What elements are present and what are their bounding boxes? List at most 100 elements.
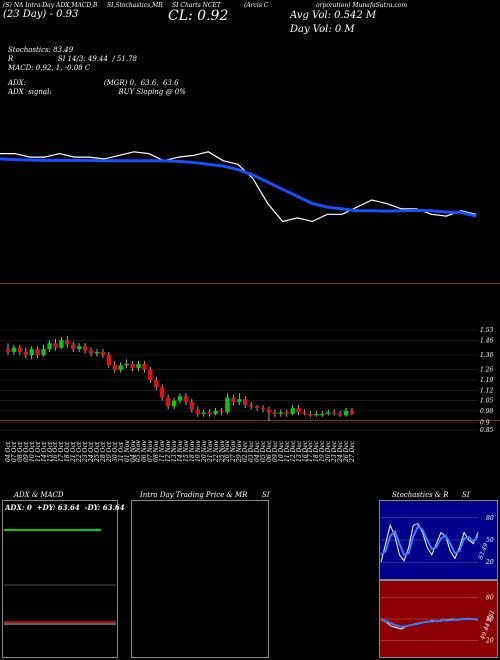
price-tick-label: 1.46 bbox=[480, 337, 494, 344]
candle-up bbox=[47, 343, 52, 350]
price-axis: 1.53 1.46 1.36 1.26 1.19 1.12 1.05 0.98 0.90.85 bbox=[480, 327, 494, 434]
overview-average-line bbox=[0, 157, 477, 218]
stochastics-k-line bbox=[380, 523, 479, 563]
title-left: (S) NA Intra-Day ADX,MACD,B bbox=[3, 2, 98, 9]
title-right2: orporation) MunafaSutra.com bbox=[316, 2, 408, 9]
candle-down bbox=[332, 412, 337, 414]
day-volume: Day Vol: 0 M bbox=[290, 24, 355, 35]
stoch-panel-title2: SI bbox=[462, 491, 470, 499]
price-gridlines bbox=[0, 329, 478, 431]
candle-up bbox=[94, 352, 100, 354]
candle-up bbox=[343, 410, 349, 416]
candle-down bbox=[296, 407, 301, 413]
candle-up bbox=[124, 363, 129, 366]
date-left: (23 Day) - 0.93 bbox=[3, 9, 79, 20]
price-tick-label: 1.26 bbox=[480, 367, 494, 374]
adx-panel: ADX: 0 +DY: 63.64 -DY: 63.64 bbox=[2, 500, 125, 658]
candle-down bbox=[53, 343, 58, 348]
divider-mid bbox=[0, 420, 500, 421]
candle-up bbox=[326, 412, 331, 414]
candle-down bbox=[243, 399, 248, 405]
candle-down bbox=[195, 409, 200, 414]
stochastics-value: Stochastics: 83.49 bbox=[8, 46, 74, 54]
price-tick-label: 0.98 bbox=[480, 408, 494, 415]
candle-up bbox=[201, 412, 206, 414]
rsi-tick-label: 20 bbox=[485, 638, 494, 645]
price-tick-label: 1.53 bbox=[480, 327, 494, 334]
candlestick-chart bbox=[5, 335, 355, 422]
candle-down bbox=[337, 413, 343, 416]
candle-up bbox=[29, 349, 34, 355]
rsi-value: R SI 14/3: 49.44 / 51.78 bbox=[8, 55, 137, 63]
candle-down bbox=[142, 363, 147, 370]
candle-down bbox=[82, 346, 88, 351]
adx-value: ADX: (MGR) 0, 63.6, 63.6 bbox=[8, 79, 179, 87]
close-label: CL: 0.92 bbox=[168, 8, 229, 24]
title-right: (Arcis C bbox=[244, 2, 269, 9]
candle-down bbox=[165, 397, 171, 407]
candle-down bbox=[266, 409, 272, 413]
candle-down bbox=[130, 363, 135, 369]
candle-down bbox=[160, 387, 165, 398]
price-tick-label: 1.12 bbox=[480, 387, 494, 394]
avg-volume: Avg Vol: 0.542 M bbox=[290, 10, 377, 21]
candle-down bbox=[35, 349, 40, 355]
candle-up bbox=[213, 410, 218, 414]
candle-down bbox=[189, 402, 195, 410]
candle-down bbox=[231, 397, 236, 403]
rsi-average-line bbox=[380, 618, 479, 628]
candle-down bbox=[100, 352, 106, 355]
overview-price-line bbox=[0, 151, 477, 223]
candle-down bbox=[112, 365, 117, 370]
overview-chart bbox=[0, 151, 477, 223]
candle-down bbox=[71, 344, 76, 350]
candle-down bbox=[154, 380, 159, 388]
rsi-tick-label: 50 bbox=[486, 616, 494, 623]
price-tick-label: 0.9 bbox=[480, 420, 490, 427]
candle-down bbox=[260, 407, 266, 410]
macd-value: MACD: 0.92, 1, -0.08 C bbox=[8, 64, 91, 72]
intra-panel-title: Intra Day Trading Price & MR bbox=[140, 491, 248, 499]
candle-down bbox=[284, 412, 289, 414]
candle-down bbox=[349, 410, 355, 414]
candle-up bbox=[171, 400, 177, 407]
candle-up bbox=[118, 365, 123, 370]
candle-down bbox=[272, 412, 278, 414]
stochastics-tick-label: 20 bbox=[485, 559, 494, 566]
candle-down bbox=[207, 412, 212, 414]
candle-up bbox=[59, 340, 64, 348]
candle-up bbox=[76, 346, 82, 350]
title-mid: SI,Stochastics,MR bbox=[107, 2, 163, 9]
stochastics-tick-label: 80 bbox=[486, 515, 494, 522]
candle-up bbox=[278, 412, 284, 414]
candle-down bbox=[219, 410, 224, 413]
candle-down bbox=[5, 349, 11, 353]
intraday-panel bbox=[131, 500, 269, 658]
candle-up bbox=[11, 347, 17, 353]
stochastics-side-label: 83.49 bbox=[477, 542, 490, 561]
candle-down bbox=[248, 405, 254, 407]
candle-down bbox=[17, 347, 23, 353]
stochastics-tick-label: 50 bbox=[486, 537, 494, 544]
adx-panel-title: ADX & MACD bbox=[14, 491, 64, 499]
candle-up bbox=[314, 413, 319, 416]
candle-down bbox=[308, 413, 313, 416]
candle-up bbox=[136, 363, 141, 369]
intra-panel-title2: SI bbox=[262, 491, 270, 499]
price-tick-label: 0.85 bbox=[480, 427, 494, 434]
stoch-panel-title: Stochastics & R bbox=[392, 491, 449, 499]
candle-down bbox=[254, 406, 260, 408]
price-tick-label: 1.36 bbox=[480, 352, 494, 359]
candle-up bbox=[237, 399, 242, 403]
candle-down bbox=[302, 412, 307, 414]
candle-up bbox=[177, 396, 183, 401]
candle-down bbox=[23, 352, 28, 355]
main-chart: 1.53 1.46 1.36 1.26 1.19 1.12 1.05 0.98 0.90.85 bbox=[0, 151, 494, 434]
candle-down bbox=[106, 355, 112, 366]
stochastics-d-line bbox=[380, 525, 479, 557]
price-tick-label: 1.05 bbox=[480, 398, 494, 405]
candle-down bbox=[183, 396, 189, 403]
candle-up bbox=[320, 413, 325, 416]
